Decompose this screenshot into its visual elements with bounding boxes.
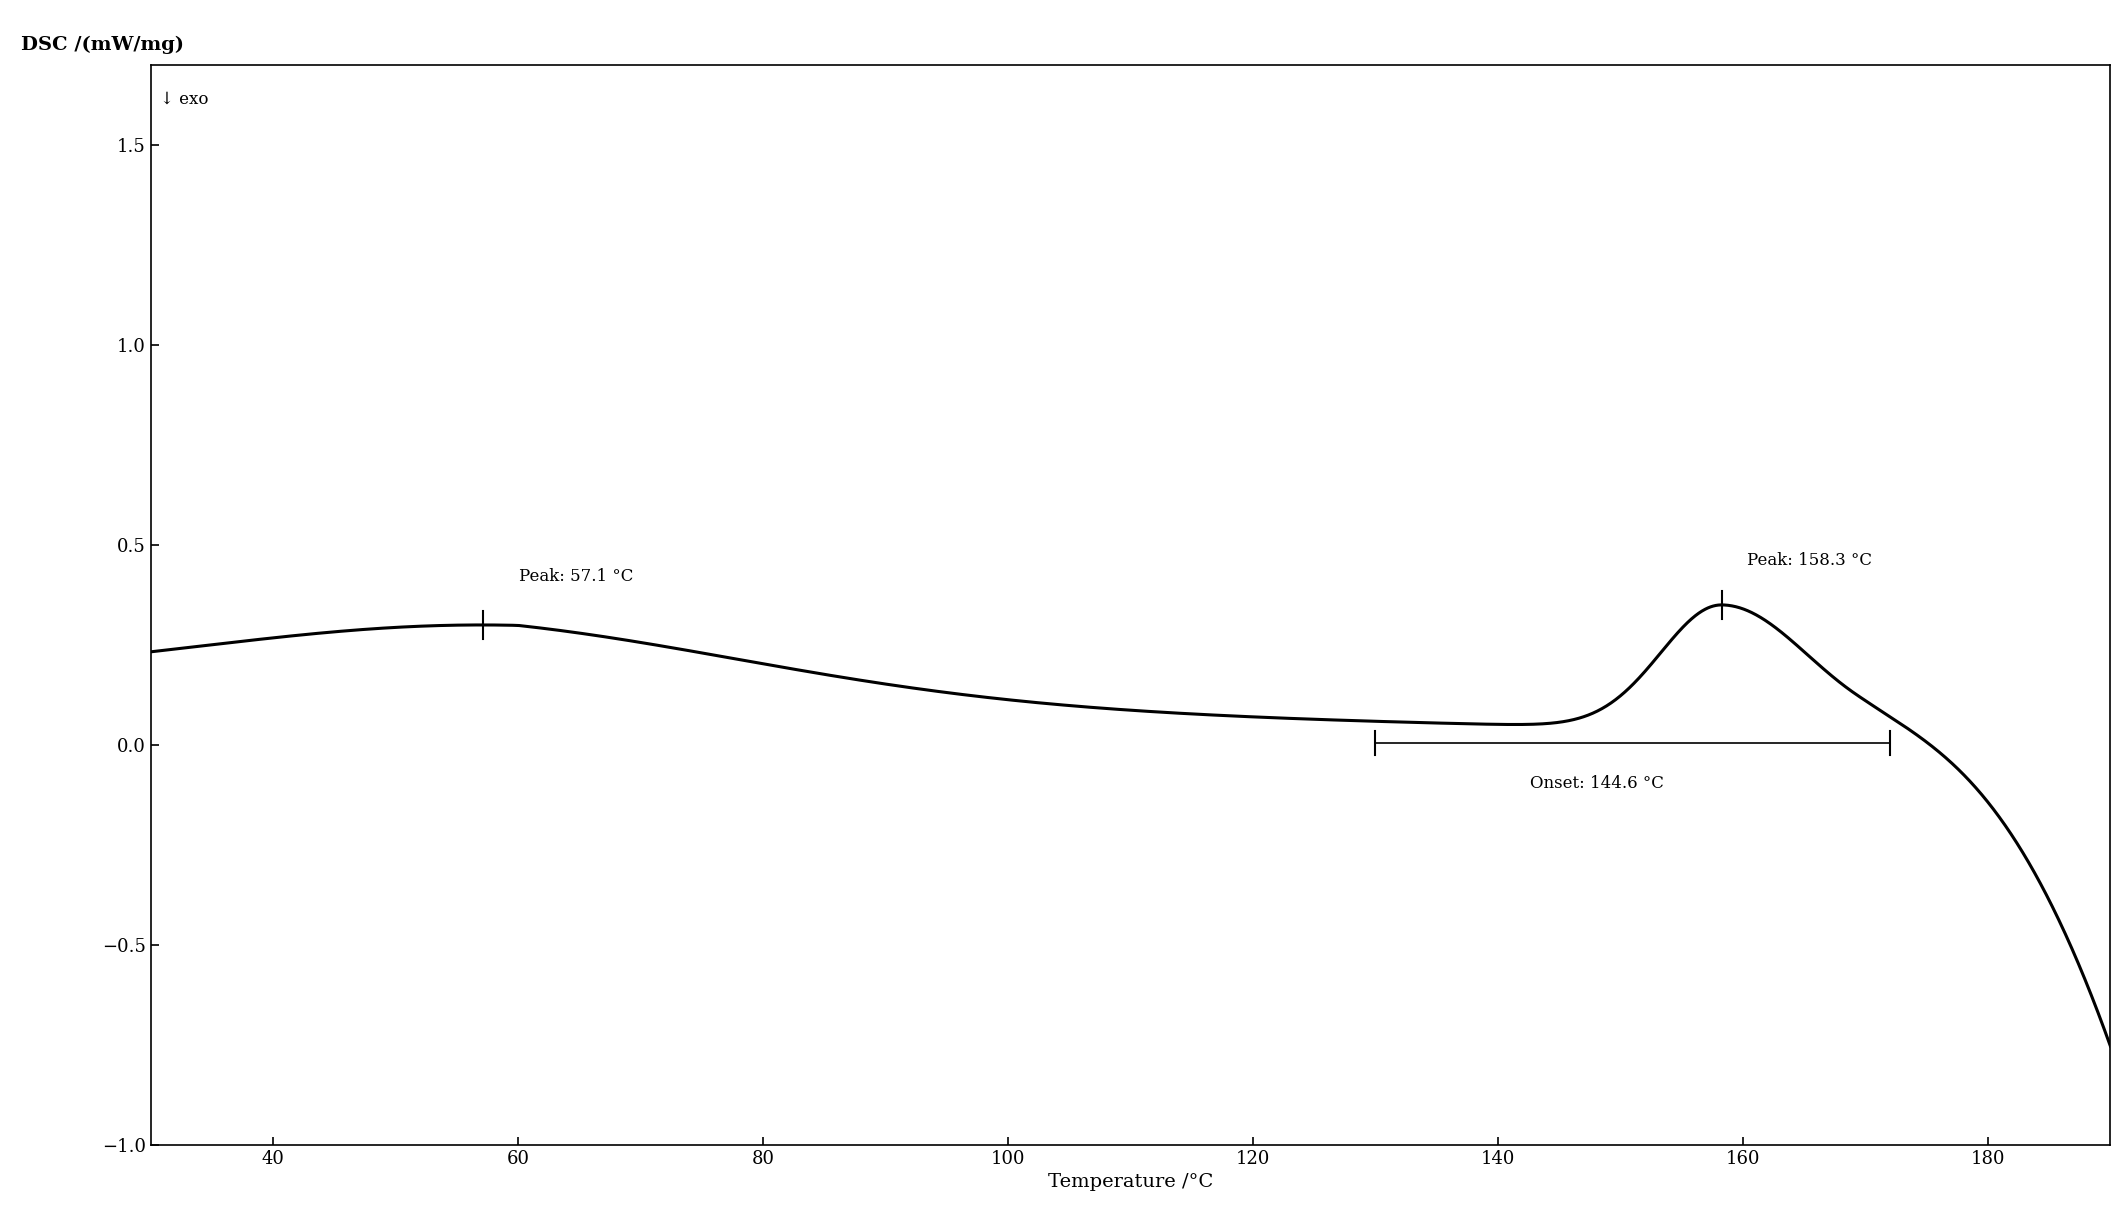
Text: DSC /(mW/mg): DSC /(mW/mg) — [21, 36, 185, 54]
Text: Peak: 57.1 °C: Peak: 57.1 °C — [519, 568, 634, 585]
Text: Peak: 158.3 °C: Peak: 158.3 °C — [1746, 552, 1872, 569]
Text: ↓ exo: ↓ exo — [160, 91, 208, 108]
Text: Onset: 144.6 °C: Onset: 144.6 °C — [1529, 776, 1663, 792]
X-axis label: Temperature /°C: Temperature /°C — [1049, 1173, 1212, 1191]
